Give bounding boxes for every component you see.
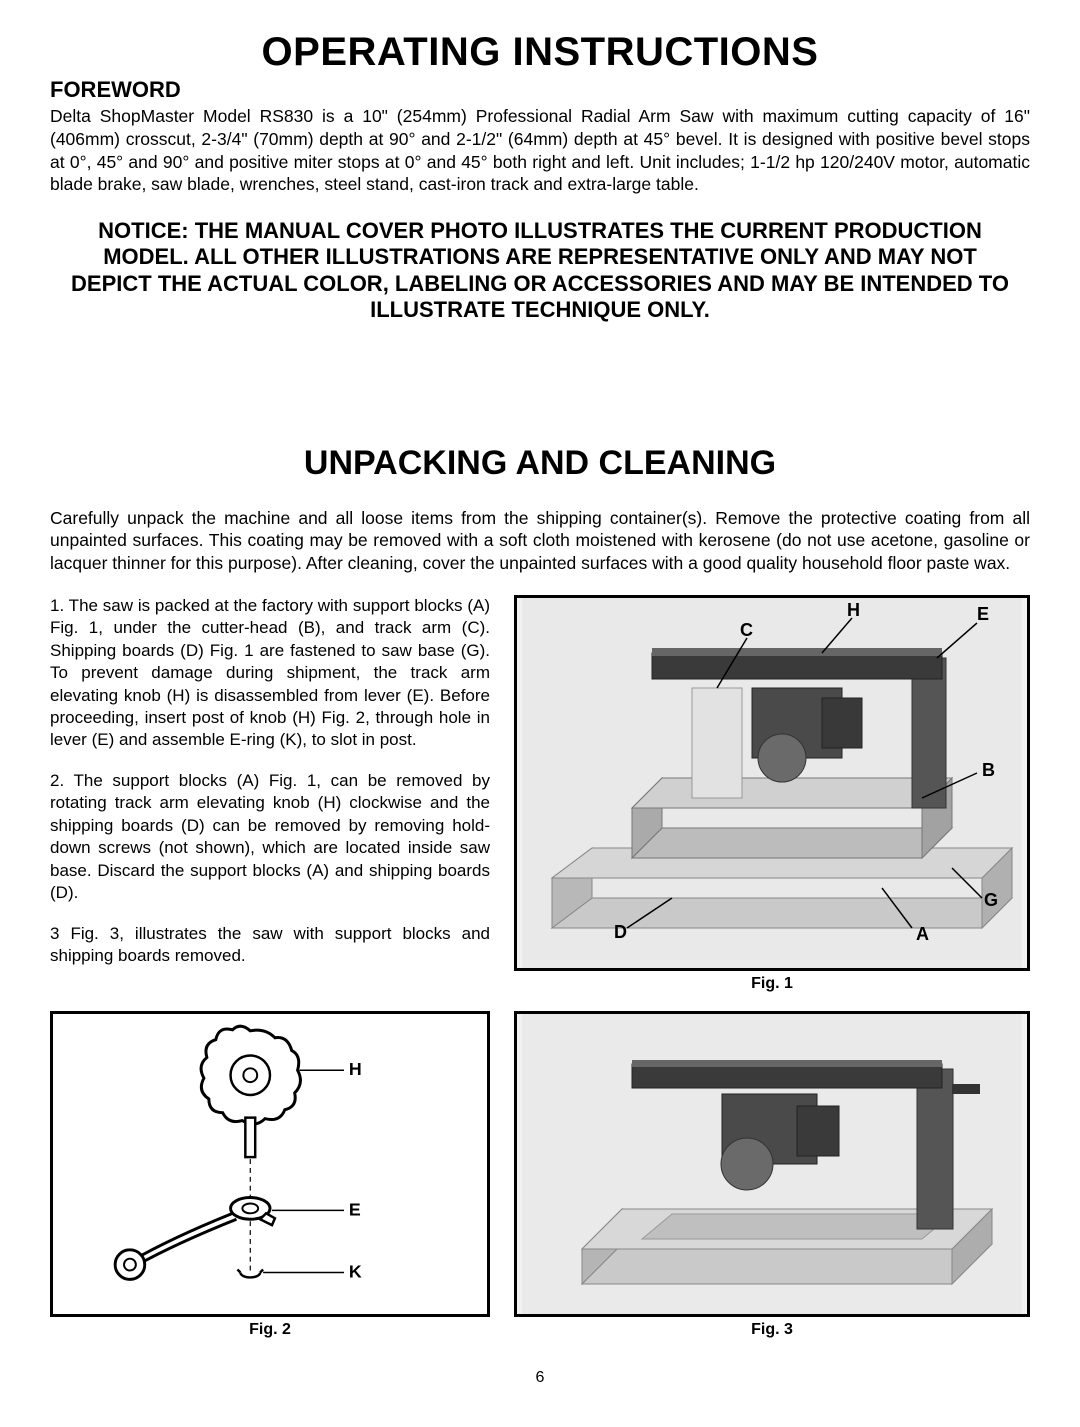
- svg-text:E: E: [349, 1199, 361, 1219]
- two-column-layout: 1. The saw is packed at the factory with…: [50, 595, 1030, 993]
- unpacking-heading: UNPACKING AND CLEANING: [50, 444, 1030, 483]
- figure-3-wrap: Fig. 3: [514, 1011, 1030, 1339]
- svg-text:K: K: [349, 1261, 362, 1281]
- figure-1-column: H E C B G D A Fig. 1: [514, 595, 1030, 993]
- svg-text:E: E: [977, 604, 989, 624]
- svg-text:A: A: [916, 924, 929, 944]
- step-1: 1. The saw is packed at the factory with…: [50, 595, 490, 752]
- svg-text:H: H: [847, 600, 860, 620]
- figure-2: H E K: [50, 1011, 490, 1317]
- figure-1-drawing: H E C B G D A: [517, 598, 1027, 968]
- figure-2-drawing: H E K: [53, 1014, 487, 1314]
- figure-3-drawing: [517, 1014, 1027, 1314]
- figure-3-caption: Fig. 3: [514, 1321, 1030, 1339]
- figure-2-wrap: H E K Fig. 2: [50, 1011, 490, 1339]
- step-2: 2. The support blocks (A) Fig. 1, can be…: [50, 770, 490, 905]
- foreword-heading: FOREWORD: [50, 77, 1030, 103]
- figure-2-caption: Fig. 2: [50, 1321, 490, 1339]
- page-title: OPERATING INSTRUCTIONS: [50, 30, 1030, 75]
- svg-text:D: D: [614, 922, 627, 942]
- figure-1-caption: Fig. 1: [514, 975, 1030, 993]
- unpacking-body: Carefully unpack the machine and all loo…: [50, 507, 1030, 575]
- document-page: OPERATING INSTRUCTIONS FOREWORD Delta Sh…: [0, 0, 1080, 1427]
- steps-column: 1. The saw is packed at the factory with…: [50, 595, 490, 993]
- svg-text:C: C: [740, 620, 753, 640]
- foreword-body: Delta ShopMaster Model RS830 is a 10" (2…: [50, 105, 1030, 196]
- notice-block: NOTICE: THE MANUAL COVER PHOTO ILLUSTRAT…: [70, 218, 1010, 324]
- svg-text:G: G: [984, 890, 998, 910]
- step-3: 3 Fig. 3, illustrates the saw with suppo…: [50, 923, 490, 968]
- page-number: 6: [50, 1369, 1030, 1387]
- figure-3: [514, 1011, 1030, 1317]
- figure-1: H E C B G D A: [514, 595, 1030, 971]
- svg-text:B: B: [982, 760, 995, 780]
- bottom-figures-row: H E K Fig. 2: [50, 1011, 1030, 1339]
- svg-text:H: H: [349, 1059, 362, 1079]
